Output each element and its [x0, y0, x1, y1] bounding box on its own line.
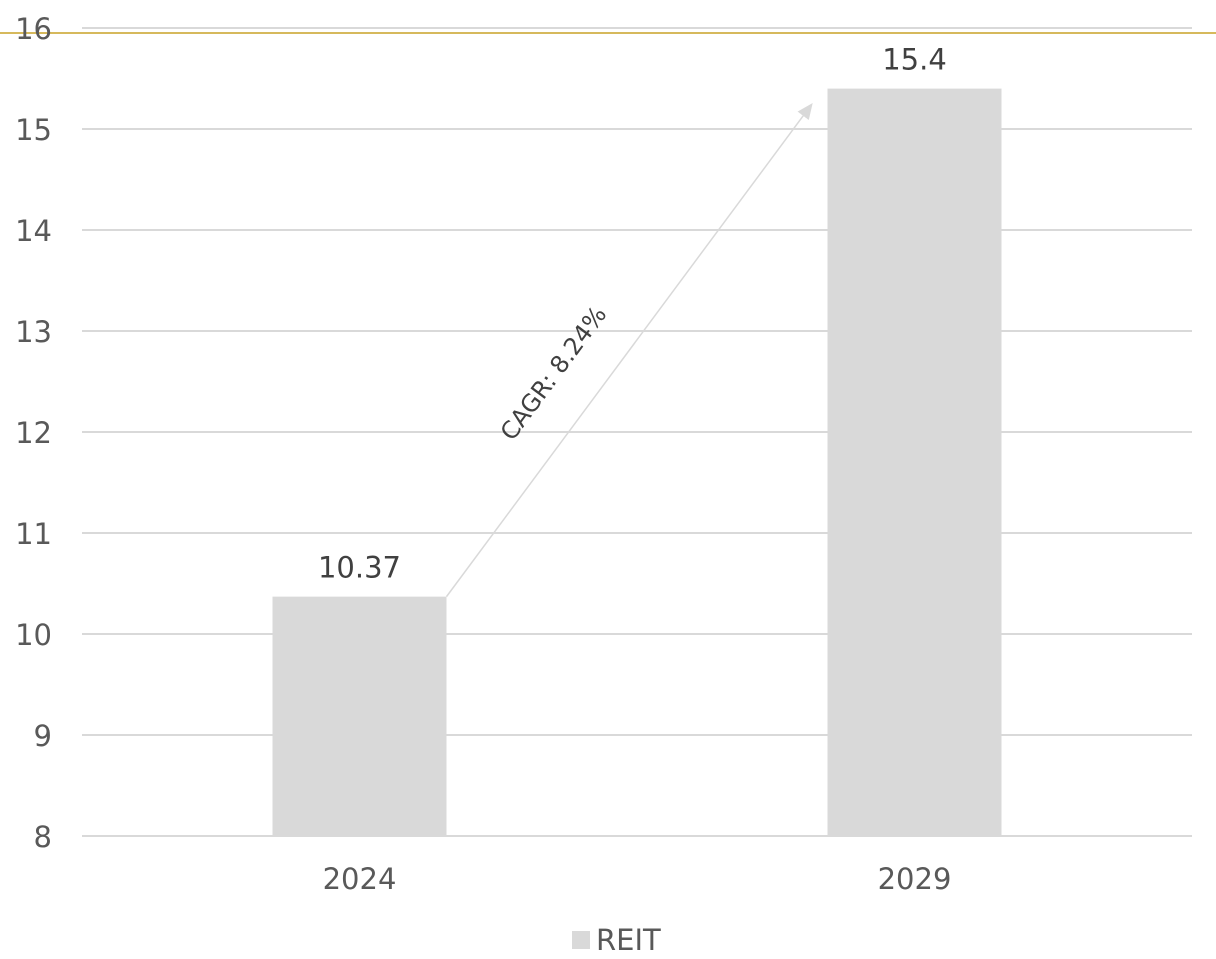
gridlines: [82, 27, 1192, 837]
y-tick-label: 8: [34, 820, 52, 854]
data-label: 10.37: [318, 551, 401, 585]
cagr-annotation: CAGR: 8.24%: [445, 102, 813, 598]
y-axis-ticks: 8 9 10 11 12 13 14 15 16: [15, 12, 52, 854]
y-tick-label: 13: [15, 315, 52, 349]
x-tick-label: 2029: [878, 862, 952, 896]
bar-2029: [827, 88, 1002, 837]
cagr-arrow: [445, 102, 813, 598]
x-axis-ticks: 2024 2029: [323, 862, 952, 896]
data-labels: 10.37 15.4: [318, 43, 947, 585]
cagr-label: CAGR: 8.24%: [495, 301, 612, 446]
bar-2024: [272, 596, 447, 836]
y-tick-label: 9: [34, 719, 52, 753]
x-tick-label: 2024: [323, 862, 397, 896]
y-tick-label: 15: [15, 113, 52, 147]
legend: REIT: [572, 923, 661, 957]
y-tick-label: 11: [15, 517, 52, 551]
data-label: 15.4: [882, 43, 947, 77]
y-tick-label: 10: [15, 618, 52, 652]
legend-swatch: [572, 931, 590, 949]
y-tick-label: 12: [15, 416, 52, 450]
legend-label: REIT: [596, 923, 661, 957]
bars: [272, 88, 1002, 837]
y-tick-label: 16: [15, 12, 52, 46]
y-tick-label: 14: [15, 214, 52, 248]
